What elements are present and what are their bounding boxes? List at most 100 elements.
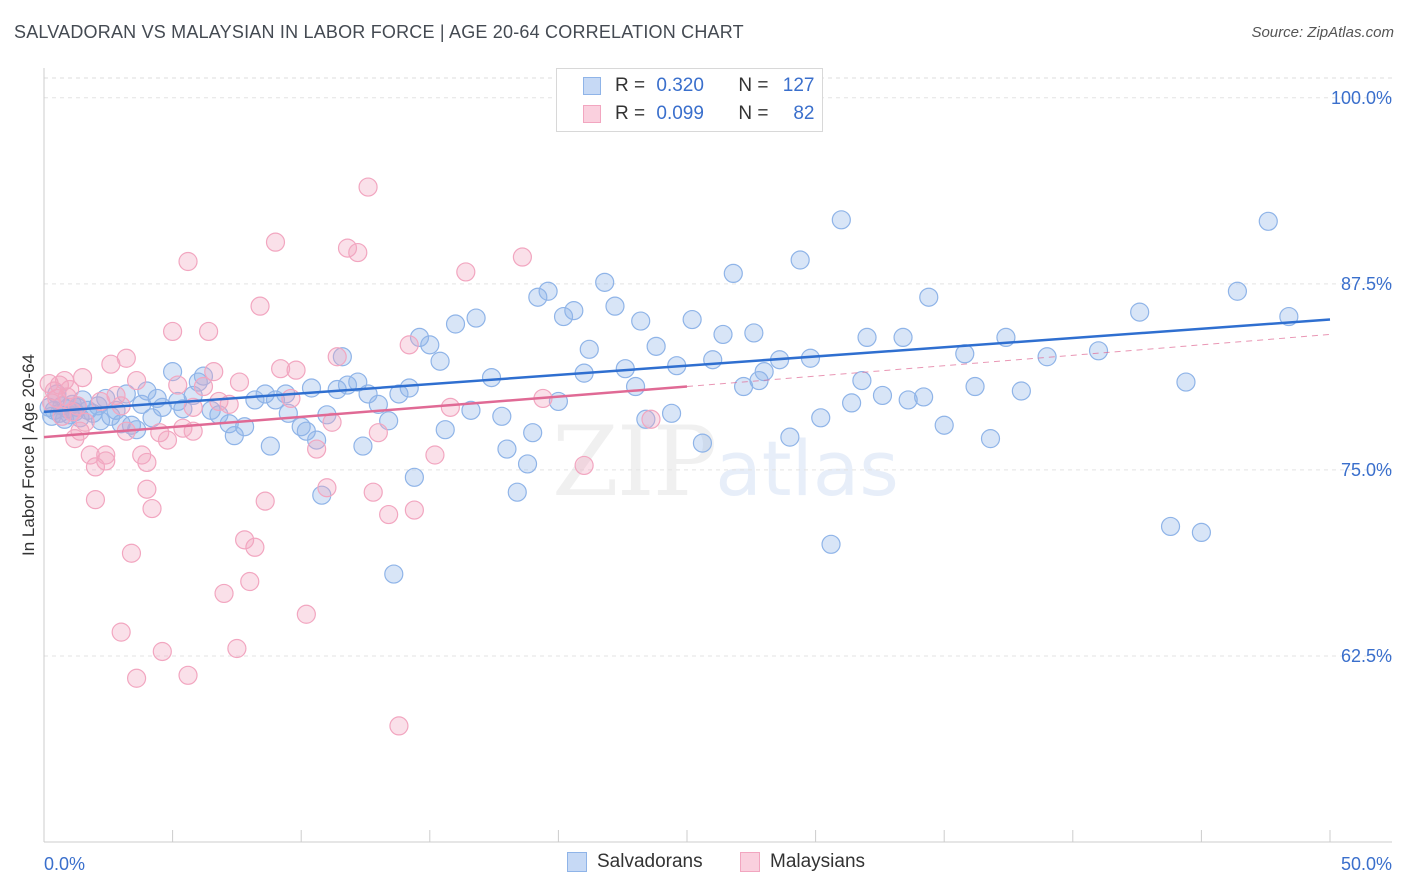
y-axis-label: In Labor Force | Age 20-64	[19, 354, 38, 556]
stats-legend: R = 0.320 N = 127 R = 0.099 N = 82	[556, 68, 823, 132]
salvadoran-point	[90, 411, 111, 431]
salvadoran-point	[914, 387, 934, 407]
y-tick-label: 75.0%	[1341, 460, 1392, 480]
bottom-legend-swatch-salvadorans	[567, 852, 587, 872]
legend-row-salvadorans: R = 0.320 N = 127	[583, 73, 815, 99]
salvadoran-point	[353, 436, 373, 456]
y-tick-label: 87.5%	[1341, 274, 1392, 294]
malaysian-point	[425, 445, 445, 465]
malaysian-point	[317, 478, 337, 498]
malaysian-point	[183, 397, 203, 417]
malaysian-trendline-extension	[686, 333, 1331, 388]
malaysian-point	[307, 439, 327, 459]
salvadoran-point	[553, 306, 574, 327]
salvadoran-point	[137, 381, 157, 401]
salvadoran-point	[579, 339, 599, 359]
malaysian-point	[379, 504, 399, 525]
legend-r-label: R =	[615, 103, 646, 124]
malaysian-point	[255, 491, 275, 511]
malaysian-point	[142, 498, 162, 519]
salvadoran-point	[842, 393, 862, 413]
salvadoran-point	[142, 408, 162, 428]
salvadoran-point	[389, 384, 409, 404]
salvadoran-point	[713, 324, 733, 345]
salvadoran-point	[466, 308, 486, 328]
salvadoran-point	[898, 390, 918, 410]
salvadoran-point	[1160, 516, 1181, 537]
salvadoran-point	[857, 327, 877, 348]
malaysian-point	[337, 238, 358, 258]
malaysian-point	[121, 543, 142, 563]
salvadoran-point	[399, 378, 419, 398]
salvadoran-point	[692, 433, 713, 453]
salvadoran-point	[445, 314, 466, 334]
salvadoran-point	[821, 534, 841, 554]
legend-n-value: 127	[782, 75, 815, 96]
salvadoran-point	[744, 323, 764, 343]
malaysian-point	[512, 247, 532, 267]
malaysian-point	[363, 482, 383, 502]
salvadoran-point	[1088, 341, 1109, 361]
salvadoran-point	[523, 423, 543, 443]
salvadoran-point	[811, 408, 831, 428]
salvadoran-point	[646, 336, 666, 356]
legend-swatch-malaysians	[583, 105, 601, 123]
salvadoran-point	[1191, 522, 1212, 543]
legend-swatch-salvadorans	[583, 77, 601, 95]
salvadoran-point	[703, 350, 723, 370]
salvadoran-point	[723, 263, 743, 284]
malaysian-point	[168, 375, 188, 395]
salvadoran-point	[919, 287, 939, 307]
malaysian-point	[358, 177, 378, 197]
malaysian-point	[126, 668, 147, 688]
legend-n-value: 82	[793, 103, 815, 124]
salvadoran-point	[682, 309, 702, 330]
salvadoran-point	[116, 384, 136, 404]
bottom-legend-salvadorans: Salvadorans	[567, 851, 703, 873]
malaysian-point	[574, 455, 594, 476]
malaysian-point	[281, 388, 301, 409]
malaysian-point	[456, 262, 476, 282]
salvadoran-point	[348, 372, 368, 392]
malaysian-point	[178, 665, 198, 685]
salvadoran-point	[255, 384, 275, 404]
watermark-zip: ZIP	[552, 406, 717, 518]
malaysian-point	[157, 430, 178, 450]
salvadoran-point	[507, 482, 527, 502]
salvadoran-point	[528, 287, 548, 307]
malaysian-point	[96, 445, 116, 465]
malaysian-point	[126, 370, 147, 391]
malaysian-point	[245, 537, 265, 557]
salvadoran-point	[749, 370, 769, 391]
legend-r-label: R =	[615, 75, 646, 96]
salvadoran-point	[260, 436, 280, 456]
salvadoran-point	[1037, 347, 1057, 367]
malaysian-point	[163, 321, 183, 342]
malaysian-point	[404, 500, 424, 520]
salvadoran-point	[605, 296, 625, 316]
bottom-legend-label-malaysians: Malaysians	[770, 851, 866, 872]
salvadoran-point	[595, 272, 615, 292]
salvadoran-point	[872, 385, 893, 406]
malaysian-point	[327, 347, 347, 367]
legend-r-value: 0.099	[656, 103, 704, 124]
salvadoran-point	[955, 344, 975, 364]
chart-title: SALVADORAN VS MALAYSIAN IN LABOR FORCE |…	[14, 22, 744, 42]
salvadoran-point	[481, 368, 502, 388]
salvadoran-point	[538, 281, 558, 301]
bottom-legend-label-salvadorans: Salvadorans	[597, 851, 703, 872]
salvadoran-point	[831, 210, 851, 230]
malaysian-point	[235, 530, 255, 550]
salvadoran-point	[1227, 281, 1248, 301]
salvadoran-point	[409, 327, 430, 348]
salvadoran-point	[934, 415, 954, 435]
malaysian-point	[240, 571, 260, 592]
malaysian-point	[62, 402, 82, 422]
salvadoran-point	[332, 347, 352, 367]
salvadoran-point	[384, 564, 404, 584]
malaysian-point	[72, 368, 93, 388]
malaysian-point	[111, 622, 131, 642]
legend-row-malaysians: R = 0.099 N = 82	[583, 101, 815, 127]
malaysian-point	[137, 452, 157, 473]
